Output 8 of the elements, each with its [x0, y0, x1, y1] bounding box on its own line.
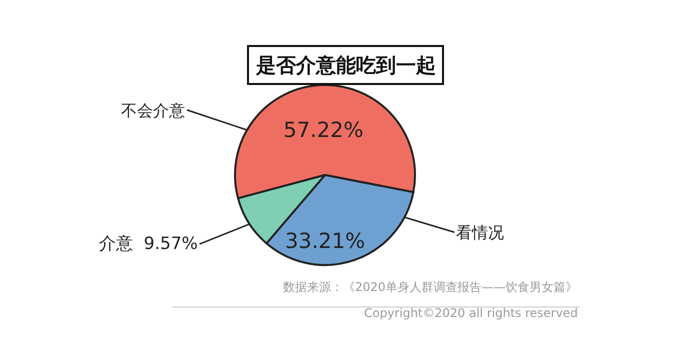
- source-note: 数据来源：《2020单身人群调查报告——饮食男女篇》: [283, 280, 578, 294]
- chart-title: 是否介意能吃到一起: [255, 53, 436, 77]
- slice-label: 看情况: [456, 223, 504, 242]
- slice-label: 不会介意: [121, 101, 185, 120]
- data-label: 57.22%: [283, 118, 364, 142]
- text: Copyright©2020 all rights reserved: [364, 306, 578, 320]
- data-label: 33.21%: [284, 228, 366, 253]
- slice-label: 介意 9.57%: [99, 234, 198, 254]
